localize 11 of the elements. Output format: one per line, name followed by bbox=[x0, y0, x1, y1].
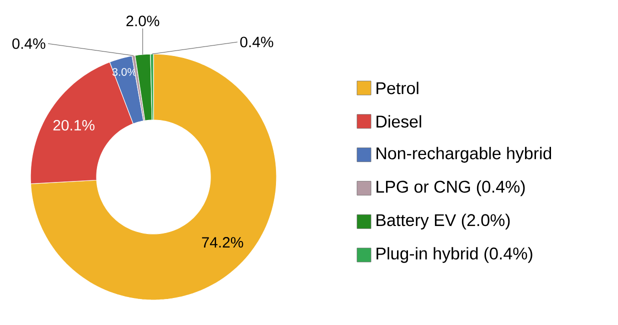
legend-label: Battery EV (2.0%) bbox=[376, 214, 510, 230]
data-label: 0.4% bbox=[240, 36, 274, 48]
legend-label: Petrol bbox=[376, 82, 418, 94]
data-label: 74.2% bbox=[202, 237, 244, 248]
data-label: 0.4% bbox=[12, 38, 46, 49]
legend-label: Non-rechargable hybrid bbox=[376, 146, 552, 163]
legend-label: Diesel bbox=[376, 115, 422, 128]
legend-label: LPG or CNG (0.4%) bbox=[376, 180, 525, 196]
legend-label: Plug-in hybrid (0.4%) bbox=[376, 247, 532, 263]
data-label: 2.0% bbox=[126, 16, 160, 26]
data-label: 20.1% bbox=[53, 120, 94, 131]
